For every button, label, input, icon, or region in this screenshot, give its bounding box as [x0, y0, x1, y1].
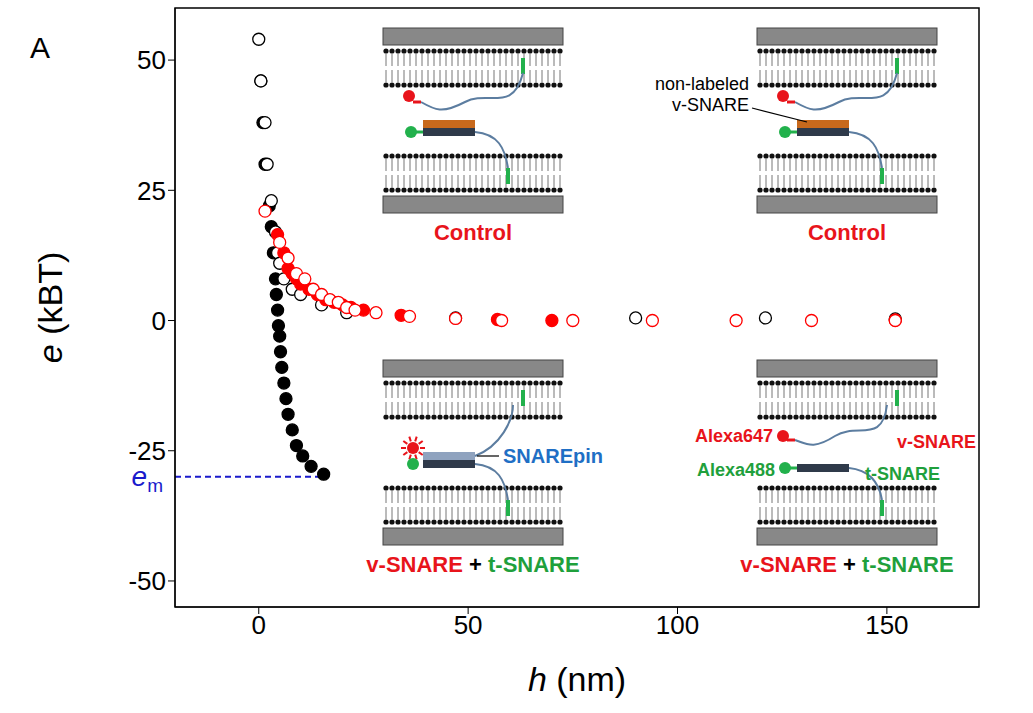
svg-text:Control: Control	[434, 220, 512, 245]
svg-text:em: em	[132, 461, 163, 496]
svg-text:50: 50	[454, 610, 483, 640]
svg-text:Alexa488: Alexa488	[697, 460, 775, 480]
svg-text:t-SNARE: t-SNARE	[865, 464, 940, 484]
svg-text:25: 25	[137, 176, 166, 206]
svg-text:-25: -25	[128, 436, 166, 466]
svg-text:-50: -50	[128, 566, 166, 596]
svg-text:A: A	[30, 31, 50, 64]
svg-text:v-SNARE: v-SNARE	[897, 432, 976, 452]
svg-text:50: 50	[137, 45, 166, 75]
svg-text:v-SNARE + t-SNARE: v-SNARE + t-SNARE	[740, 552, 953, 577]
svg-text:h (nm): h (nm)	[528, 660, 626, 698]
svg-text:0: 0	[252, 610, 266, 640]
svg-text:SNAREpin: SNAREpin	[503, 445, 603, 467]
svg-text:150: 150	[865, 610, 908, 640]
svg-text:100: 100	[656, 610, 699, 640]
svg-text:e (kBT): e (kBT)	[31, 252, 69, 363]
svg-text:Alexa647: Alexa647	[695, 426, 773, 446]
svg-text:v-SNARE + t-SNARE: v-SNARE + t-SNARE	[366, 552, 579, 577]
svg-text:non-labeledv-SNARE: non-labeledv-SNARE	[655, 74, 749, 115]
svg-text:0: 0	[152, 306, 166, 336]
svg-text:Control: Control	[808, 220, 886, 245]
